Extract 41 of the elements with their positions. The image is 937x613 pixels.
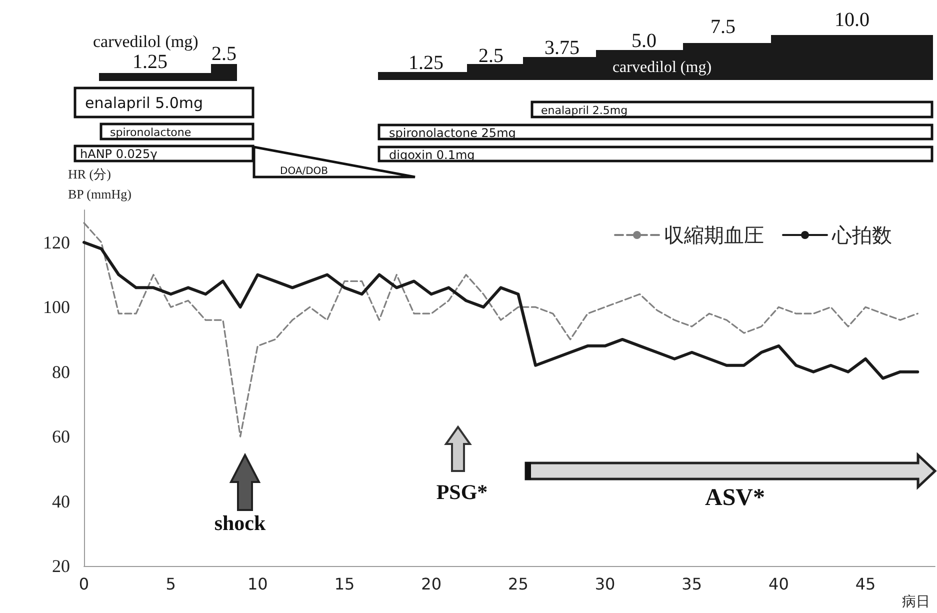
text: 7.5 <box>710 16 736 38</box>
text: 1.25 <box>408 52 444 74</box>
text: enalapril 5.0mg <box>85 94 204 112</box>
y-tick-label: 20 <box>52 556 70 576</box>
annotation: PSG* <box>436 480 488 504</box>
text: 3.75 <box>544 37 580 59</box>
x-tick-label: 0 <box>78 574 90 594</box>
x-tick-label: 15 <box>334 574 355 594</box>
x-tick-label: 40 <box>768 574 789 594</box>
y-tick-label: 80 <box>52 362 70 382</box>
x-tick-label: 25 <box>508 574 528 594</box>
x-tick-label: 10 <box>247 574 268 594</box>
text: digoxin 0.1mg <box>389 148 475 162</box>
text: spironolactone 25mg <box>389 126 516 140</box>
text: carvedilol (mg) <box>612 59 712 76</box>
x-tick-label: 45 <box>855 574 876 594</box>
annotation: shock <box>214 511 266 535</box>
x-tick-label: 20 <box>421 574 442 594</box>
x-tick-label: 30 <box>594 574 616 594</box>
text: 2.5 <box>478 45 504 67</box>
text: 2.5 <box>212 43 236 65</box>
legend-label: 心拍数 <box>831 223 892 247</box>
text: DOA/DOB <box>280 166 328 177</box>
text: 5.0 <box>632 30 656 52</box>
x-tick-label: 35 <box>682 574 702 594</box>
annotation: ASV* <box>704 485 766 511</box>
text: spironolactone <box>110 126 192 139</box>
text: hANP 0.025γ <box>80 147 158 161</box>
y-tick-label: 60 <box>52 426 70 447</box>
y-tick-label: 40 <box>52 491 70 512</box>
text: enalapril 2.5mg <box>541 104 628 117</box>
line-series <box>83 222 918 438</box>
y-tick-label: 100 <box>43 297 70 318</box>
legend-label: 収縮期血圧 <box>664 223 764 247</box>
x-axis-title: 病日 <box>902 594 930 610</box>
text: carvedilol (mg) <box>93 32 198 51</box>
y-axis-title: HR (分) BP (mmHg) <box>68 166 132 202</box>
text: 1.25 <box>132 51 168 73</box>
y-tick-label: 120 <box>43 232 70 252</box>
x-tick-label: 5 <box>166 574 176 594</box>
text: 10.0 <box>834 9 870 31</box>
